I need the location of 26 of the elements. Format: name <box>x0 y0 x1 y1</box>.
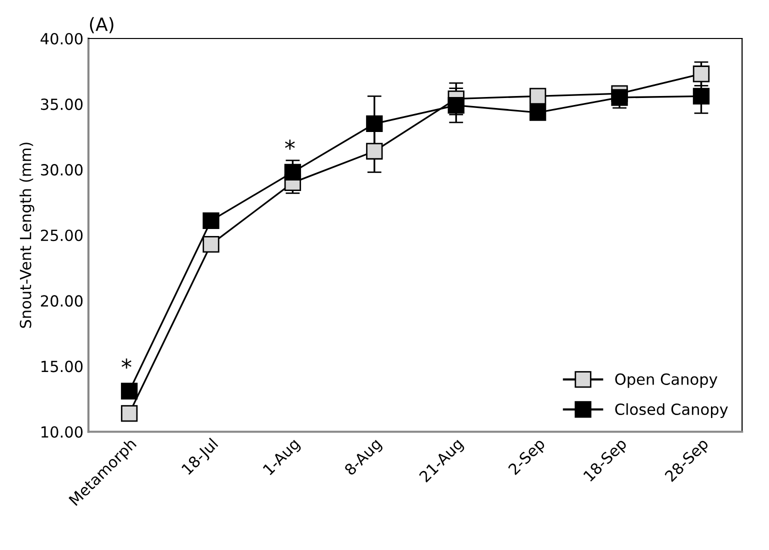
legend-label: Open Canopy <box>615 373 718 388</box>
annotation: * <box>122 358 132 369</box>
y-tick-label: 15.00 <box>42 360 83 372</box>
point <box>529 104 546 121</box>
y-tick-label: 30.00 <box>41 164 83 176</box>
point <box>120 382 138 400</box>
annotation: * <box>285 140 295 150</box>
point <box>284 164 302 181</box>
point <box>611 89 628 106</box>
point <box>366 115 383 132</box>
y-tick-label: 25.00 <box>40 230 83 242</box>
point <box>692 66 710 82</box>
point <box>448 97 464 114</box>
legend-label: Closed Canopy <box>615 403 728 418</box>
point <box>692 88 710 105</box>
point <box>202 212 220 230</box>
y-tick-label: 20.00 <box>40 295 83 307</box>
point <box>120 405 138 422</box>
y-tick-label: 35.00 <box>41 98 83 110</box>
point <box>529 88 546 105</box>
point <box>202 236 220 253</box>
y-tick-label: 40.00 <box>40 32 83 45</box>
point <box>366 142 383 160</box>
y-axis-title: Snout-Vent Length (mm) <box>19 142 34 328</box>
chart-title: (A) <box>90 17 114 34</box>
y-tick-label: 10.00 <box>42 426 83 438</box>
